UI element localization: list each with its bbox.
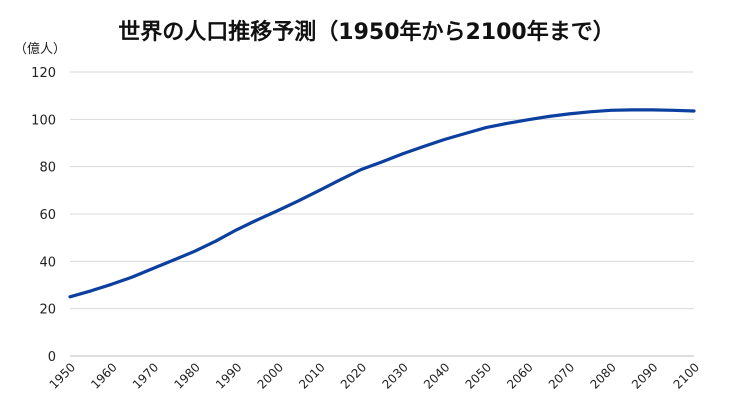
y-tick-label: 100 <box>31 113 56 128</box>
data-point <box>360 168 363 171</box>
x-tick-label: 2040 <box>421 360 452 391</box>
data-point <box>505 122 508 125</box>
x-tick-label: 2000 <box>255 360 286 391</box>
x-tick-label: 2090 <box>629 360 660 391</box>
x-tick-label: 2100 <box>671 360 702 391</box>
data-point <box>630 108 633 112</box>
data-point <box>193 249 196 253</box>
data-point <box>256 218 259 222</box>
data-point <box>131 275 134 279</box>
x-tick-label: 1960 <box>88 360 119 391</box>
x-tick-label: 2010 <box>296 360 327 391</box>
data-point <box>380 160 384 164</box>
data-point <box>547 115 550 118</box>
data-point <box>401 152 404 155</box>
data-point <box>651 108 654 112</box>
y-tick-label: 80 <box>39 161 56 176</box>
data-point <box>68 295 72 299</box>
x-tick-label: 1980 <box>171 360 202 391</box>
data-point <box>588 110 592 113</box>
data-point <box>110 283 113 286</box>
x-tick-label: 1990 <box>213 360 244 391</box>
data-point <box>443 138 446 141</box>
data-point <box>276 209 280 212</box>
data-point <box>672 109 675 112</box>
data-point <box>318 189 321 192</box>
x-tick-label: 2030 <box>379 360 410 391</box>
x-tick-label: 2050 <box>463 360 494 391</box>
chart-title: 世界の人口推移予測（1950年から2100年まで） <box>118 20 615 45</box>
x-tick-label: 2080 <box>587 360 618 391</box>
y-axis-unit-label: （億人） <box>14 42 67 57</box>
data-point <box>464 132 467 135</box>
data-point <box>609 109 612 112</box>
data-point <box>214 240 217 243</box>
x-tick-label: 2060 <box>504 360 535 391</box>
x-tick-label: 2070 <box>546 360 577 391</box>
data-point <box>422 145 425 148</box>
data-point <box>89 289 93 293</box>
y-tick-label: 0 <box>48 350 56 365</box>
data-point <box>235 228 238 232</box>
x-tick-label: 1970 <box>130 360 161 391</box>
data-point <box>152 267 155 270</box>
y-tick-label: 20 <box>39 303 56 318</box>
y-tick-label: 40 <box>39 255 56 270</box>
data-point <box>339 178 342 181</box>
data-point <box>484 126 488 129</box>
population-line <box>68 108 696 299</box>
data-point <box>692 109 696 113</box>
data-point <box>172 258 176 262</box>
y-tick-label: 120 <box>31 66 56 81</box>
data-point <box>526 118 529 122</box>
data-point <box>568 112 571 116</box>
y-tick-label: 60 <box>39 208 56 223</box>
data-point <box>297 199 300 202</box>
x-tick-label: 2020 <box>338 360 369 391</box>
